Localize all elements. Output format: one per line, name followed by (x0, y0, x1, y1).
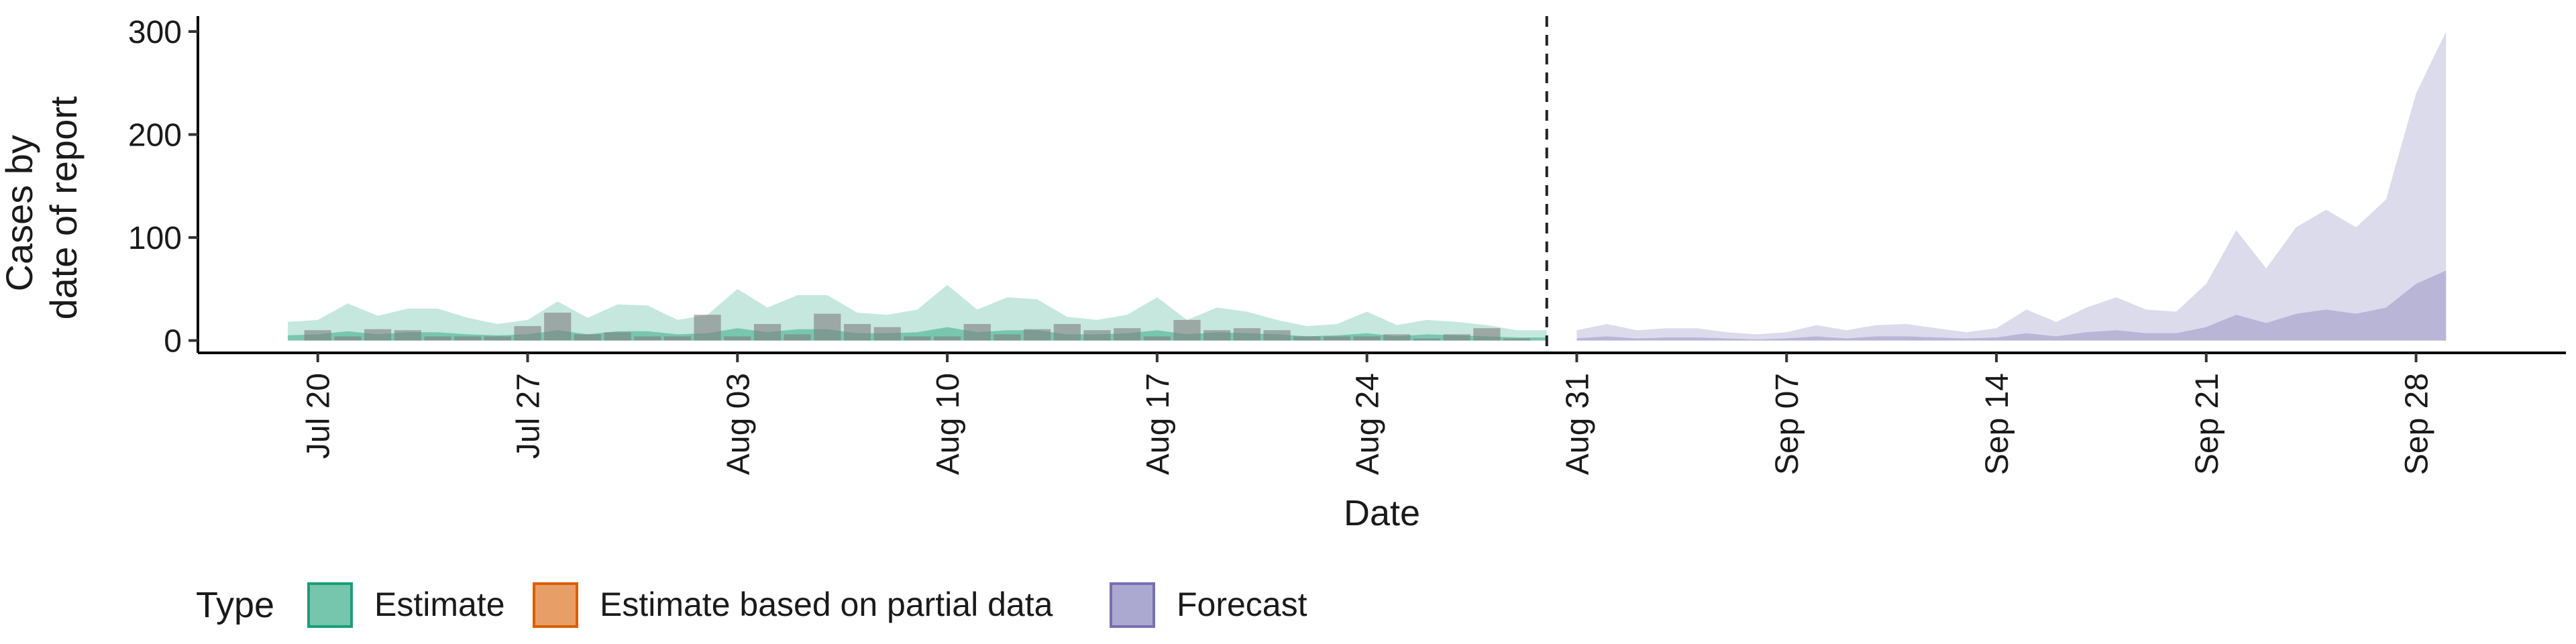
x-axis-title: Date (1344, 493, 1420, 533)
observed-bar (394, 330, 421, 341)
observed-bar (484, 336, 511, 341)
y-axis-title-line-2: date of report (42, 96, 85, 320)
observed-bar (424, 336, 451, 341)
x-tick-label: Sep 21 (2190, 373, 2225, 475)
observed-bar (514, 326, 541, 341)
observed-bar (814, 313, 841, 341)
observed-bar (1443, 334, 1470, 341)
x-tick-label: Sep 07 (1770, 373, 1805, 475)
observed-bar (544, 313, 572, 341)
forecast-inner-ribbon (1576, 270, 2447, 341)
observed-bar (574, 334, 601, 341)
legend-label-partial: Estimate based on partial data (600, 586, 1053, 623)
estimate-ribbons (288, 284, 1547, 341)
x-tick-label: Aug 24 (1350, 373, 1386, 475)
observed-bar (994, 334, 1021, 341)
observed-bars (304, 313, 1531, 341)
observed-bar (364, 329, 392, 341)
observed-bar (1473, 328, 1501, 341)
y-tick-label: 0 (164, 324, 182, 360)
legend-swatch-estimate (307, 582, 353, 628)
x-tick-label: Sep 28 (2400, 373, 2435, 475)
legend-label-estimate: Estimate (374, 586, 505, 623)
legend-label-forecast: Forecast (1177, 586, 1307, 623)
forecast-ribbons (1576, 32, 2447, 341)
observed-bar (1503, 338, 1531, 341)
observed-bar (934, 336, 961, 341)
x-tick-label: Jul 20 (301, 373, 337, 459)
x-tick-label: Jul 27 (511, 373, 547, 459)
observed-bar (963, 324, 991, 341)
observed-bar (873, 327, 901, 341)
y-tick-label: 200 (128, 118, 182, 154)
x-tick-label: Sep 14 (1980, 373, 2015, 475)
observed-bar (1353, 336, 1381, 341)
observed-bar (304, 330, 331, 341)
observed-bar (1293, 336, 1321, 341)
x-tick-label: Aug 31 (1560, 373, 1595, 475)
observed-bar (1323, 336, 1351, 341)
observed-bar (1263, 330, 1291, 341)
observed-bar (1203, 330, 1231, 341)
legend: Type Estimate Estimate based on partial … (196, 582, 1307, 628)
x-tick-label: Aug 03 (720, 373, 756, 475)
observed-bar (1024, 329, 1051, 341)
observed-bar (1413, 338, 1441, 341)
observed-bar (634, 336, 661, 341)
observed-bar (1233, 328, 1260, 341)
observed-bar (843, 324, 871, 341)
y-tick-label: 300 (128, 15, 182, 50)
observed-bar (1114, 328, 1141, 341)
axes: 0 100 200 300 Jul 20 Jul 27 Aug 03 Aug 10 Aug 17… (128, 15, 2566, 475)
x-tick-label: Aug 10 (930, 373, 966, 475)
x-tick-label: Aug 17 (1140, 373, 1176, 475)
observed-bar (1173, 319, 1201, 341)
observed-bar (1053, 324, 1081, 341)
y-tick-label: 100 (128, 221, 182, 256)
observed-bar (604, 332, 631, 341)
estimate-inner-ribbon (288, 327, 1547, 341)
observed-bar (904, 336, 931, 341)
legend-swatch-partial (533, 582, 578, 628)
observed-bar (784, 334, 811, 341)
observed-bar (724, 336, 751, 341)
observed-bar (454, 336, 482, 341)
observed-bar (663, 336, 691, 341)
observed-bar (334, 336, 362, 341)
y-axis-title-line-1: Cases by (0, 135, 40, 291)
observed-bar (694, 315, 721, 341)
estimate-outer-ribbon (288, 284, 1547, 341)
legend-title: Type (196, 585, 274, 625)
observed-bar (1083, 330, 1111, 341)
legend-swatch-forecast (1110, 582, 1155, 628)
observed-bar (1143, 336, 1171, 341)
y-axis-title: Cases by date of report (0, 96, 85, 320)
forecast-outer-ribbon (1576, 32, 2447, 341)
observed-bar (753, 324, 782, 341)
observed-bar (1383, 334, 1411, 341)
